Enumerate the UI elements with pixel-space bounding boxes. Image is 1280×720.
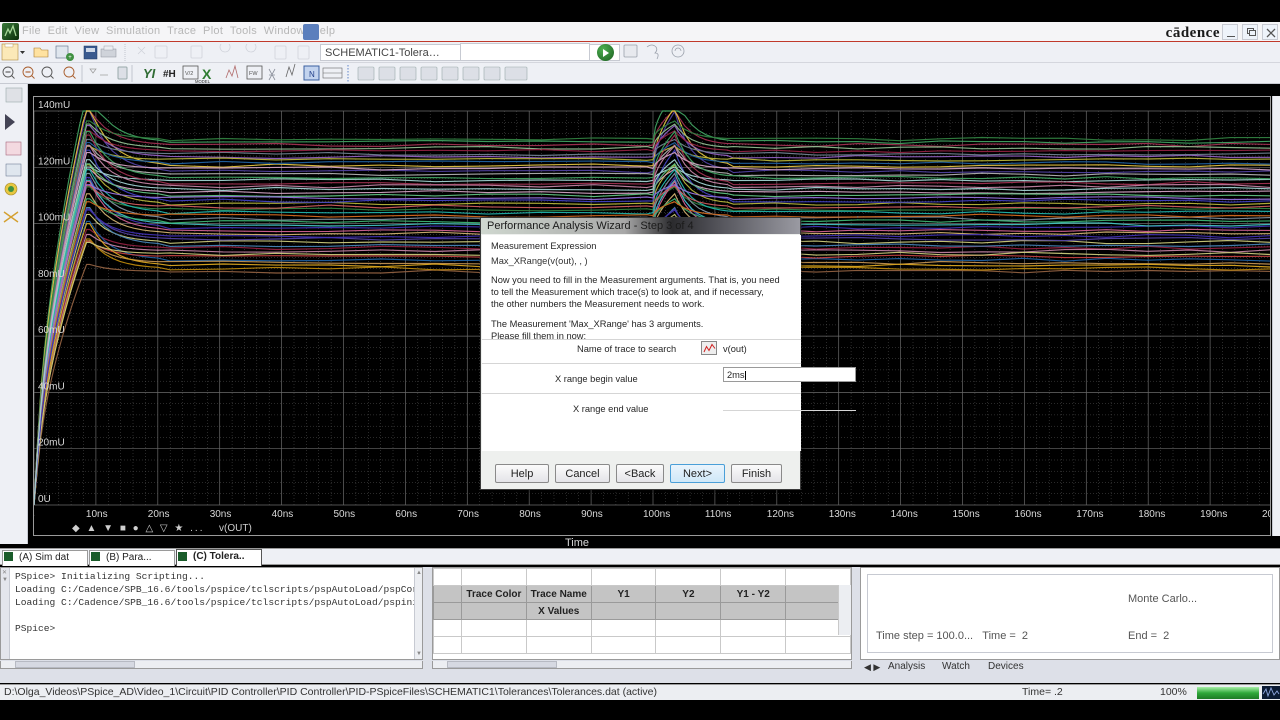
svg-text:140mU: 140mU (38, 100, 70, 111)
svg-text:80ns: 80ns (519, 509, 541, 520)
svg-text:20mU: 20mU (38, 438, 65, 449)
svg-text:150ns: 150ns (953, 509, 980, 520)
svg-text:180ns: 180ns (1138, 509, 1165, 520)
svg-text:40ns: 40ns (272, 509, 294, 520)
svg-text:100mU: 100mU (38, 213, 70, 224)
svg-text:0s: 0s (34, 509, 35, 520)
svg-text:170ns: 170ns (1076, 509, 1103, 520)
svg-text:+: + (68, 55, 72, 61)
svg-text:◆ ▲ ▼ ■ ● △ ▽ ★ ...: ◆ ▲ ▼ ■ ● △ ▽ ★ ... (72, 523, 204, 534)
svg-text:190ns: 190ns (1200, 509, 1227, 520)
svg-text:90ns: 90ns (581, 509, 603, 520)
svg-text:0U: 0U (38, 494, 51, 505)
svg-text:40mU: 40mU (38, 381, 65, 392)
svg-text:60ns: 60ns (395, 509, 417, 520)
svg-text:70ns: 70ns (457, 509, 479, 520)
svg-text:130ns: 130ns (829, 509, 856, 520)
svg-text:140ns: 140ns (891, 509, 918, 520)
svg-text:120ns: 120ns (767, 509, 794, 520)
svg-text:200ns: 200ns (1262, 509, 1271, 520)
svg-text:YI: YI (143, 66, 156, 81)
svg-text:FW: FW (249, 71, 258, 77)
svg-text:60mU: 60mU (38, 325, 65, 336)
svg-text:V/2: V/2 (185, 71, 193, 77)
svg-text:N: N (309, 70, 315, 79)
svg-text:MODEL: MODEL (195, 79, 211, 84)
svg-text:30ns: 30ns (210, 509, 232, 520)
svg-text:160ns: 160ns (1014, 509, 1041, 520)
svg-text:100ns: 100ns (643, 509, 670, 520)
svg-text:v(OUT): v(OUT) (219, 523, 252, 534)
svg-text:80mU: 80mU (38, 269, 65, 280)
svg-text:110ns: 110ns (705, 509, 732, 520)
svg-text:120mU: 120mU (38, 156, 70, 167)
svg-text:20ns: 20ns (148, 509, 170, 520)
svg-text:50ns: 50ns (334, 509, 356, 520)
svg-text:#H: #H (163, 69, 176, 80)
svg-text:10ns: 10ns (86, 509, 108, 520)
